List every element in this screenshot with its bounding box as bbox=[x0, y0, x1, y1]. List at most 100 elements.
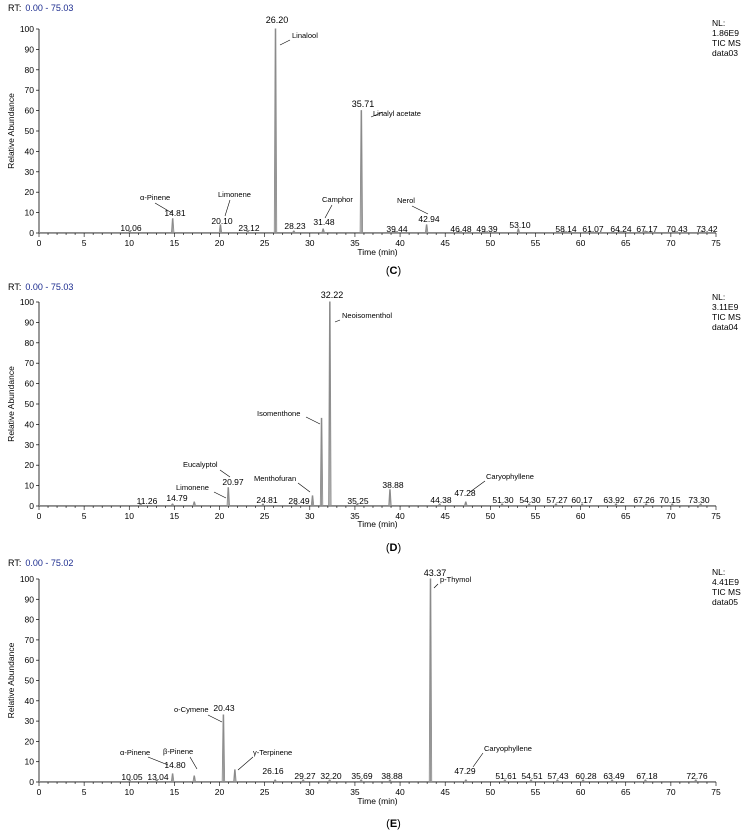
x-tick-label: 65 bbox=[621, 511, 631, 521]
compound-label: Camphor bbox=[322, 195, 353, 204]
compound-leader-line bbox=[411, 205, 429, 215]
compound-leader-line bbox=[305, 416, 321, 425]
peak-rt-label: 58.14 bbox=[555, 224, 577, 234]
y-tick-label: 60 bbox=[25, 655, 35, 665]
compound-label: γ-Terpinene bbox=[253, 748, 292, 757]
peak-rt-label: 38.88 bbox=[382, 480, 404, 490]
peak-rt-label: 51.30 bbox=[492, 495, 514, 505]
panel-label-close: ) bbox=[397, 818, 401, 830]
peak-rt-label: 53.10 bbox=[509, 220, 531, 230]
peak-rt-label: 24.81 bbox=[256, 495, 278, 505]
x-tick-label: 50 bbox=[486, 238, 496, 248]
y-tick-label: 40 bbox=[25, 146, 35, 156]
compound-leader-line bbox=[469, 480, 486, 493]
rt-range-label: RT: 0.00 - 75.02 bbox=[8, 558, 73, 568]
compound-leader-line bbox=[237, 756, 254, 771]
nl-label: NL: bbox=[712, 292, 725, 302]
peak-rt-label: 54.51 bbox=[521, 771, 543, 781]
peak-rt-label: 35.69 bbox=[351, 771, 373, 781]
panel-label-letter: C bbox=[390, 265, 398, 277]
rt-range-value: 0.00 - 75.03 bbox=[25, 3, 73, 13]
x-tick-label: 60 bbox=[576, 787, 586, 797]
nl-value: 4.41E9 bbox=[712, 577, 739, 587]
panel-label-open: ( bbox=[386, 265, 390, 277]
y-tick-label: 20 bbox=[25, 736, 35, 746]
rt-prefix: RT: bbox=[8, 558, 21, 568]
peak-rt-label: 26.16 bbox=[262, 766, 284, 776]
peak-rt-label: 26.20 bbox=[266, 15, 289, 25]
compound-leader-line bbox=[189, 756, 198, 770]
rt-range-value: 0.00 - 75.02 bbox=[25, 558, 73, 568]
peak-rt-label: 10.05 bbox=[121, 772, 143, 782]
peak-rt-label: 35.25 bbox=[347, 496, 369, 506]
y-tick-label: 40 bbox=[25, 419, 35, 429]
peak-rt-label: 23.12 bbox=[238, 223, 260, 233]
x-tick-label: 60 bbox=[576, 238, 586, 248]
compound-leader-line bbox=[147, 756, 169, 766]
x-tick-label: 10 bbox=[125, 238, 135, 248]
x-tick-label: 5 bbox=[82, 787, 87, 797]
x-tick-label: 55 bbox=[531, 238, 541, 248]
peak-rt-label: 46.48 bbox=[450, 224, 472, 234]
x-tick-label: 50 bbox=[486, 787, 496, 797]
nl-value: 1.86E9 bbox=[712, 28, 739, 38]
panel-label: (E) bbox=[386, 818, 401, 830]
x-tick-label: 40 bbox=[395, 238, 405, 248]
y-axis-title: Relative Abundance bbox=[6, 366, 16, 442]
x-tick-label: 45 bbox=[440, 238, 450, 248]
x-tick-label: 45 bbox=[440, 511, 450, 521]
y-tick-label: 30 bbox=[25, 440, 35, 450]
x-tick-label: 30 bbox=[305, 787, 315, 797]
compound-leader-line bbox=[297, 482, 311, 493]
y-tick-label: 30 bbox=[25, 716, 35, 726]
y-tick-label: 60 bbox=[25, 106, 35, 116]
y-tick-label: 50 bbox=[25, 676, 35, 686]
peak-rt-label: 67.18 bbox=[636, 771, 658, 781]
nl-value: 3.11E9 bbox=[712, 302, 739, 312]
x-tick-label: 0 bbox=[37, 787, 42, 797]
peak-rt-label: 32.22 bbox=[321, 290, 344, 300]
y-tick-label: 40 bbox=[25, 696, 35, 706]
y-tick-label: 10 bbox=[25, 757, 35, 767]
compound-leader-line bbox=[472, 752, 484, 768]
compound-label: Limonene bbox=[218, 190, 251, 199]
x-tick-label: 60 bbox=[576, 511, 586, 521]
compound-leader-line bbox=[224, 199, 231, 217]
peak-rt-label: 63.92 bbox=[603, 495, 625, 505]
compound-label: o-Cymene bbox=[174, 705, 209, 714]
panel-label-open: ( bbox=[386, 818, 390, 830]
compound-leader-line bbox=[334, 319, 341, 323]
x-axis-title: Time (min) bbox=[357, 796, 397, 806]
peak-rt-label: 49.39 bbox=[476, 224, 498, 234]
x-tick-label: 5 bbox=[82, 238, 87, 248]
rt-prefix: RT: bbox=[8, 3, 21, 13]
peak-rt-label: 14.81 bbox=[164, 208, 186, 218]
peak-rt-label: 35.71 bbox=[352, 99, 375, 109]
x-tick-label: 40 bbox=[395, 787, 405, 797]
peak-rt-label: 70.15 bbox=[659, 495, 681, 505]
x-tick-label: 70 bbox=[666, 787, 676, 797]
peak-rt-label: 67.26 bbox=[633, 495, 655, 505]
scan-type-label: TIC MS bbox=[712, 587, 741, 597]
compound-label: p-Thymol bbox=[440, 575, 472, 584]
peak-rt-label: 57.27 bbox=[546, 495, 568, 505]
x-axis-title: Time (min) bbox=[357, 519, 397, 529]
peak-rt-label: 73.42 bbox=[696, 224, 718, 234]
peak-rt-label: 20.43 bbox=[213, 703, 235, 713]
peak-rt-label: 51.61 bbox=[495, 771, 517, 781]
compound-label: Limonene bbox=[176, 483, 209, 492]
peak-rt-label: 61.07 bbox=[582, 224, 604, 234]
x-tick-label: 15 bbox=[170, 787, 180, 797]
y-tick-label: 100 bbox=[20, 297, 34, 307]
x-tick-label: 10 bbox=[125, 511, 135, 521]
x-tick-label: 0 bbox=[37, 238, 42, 248]
peak-rt-label: 60.28 bbox=[575, 771, 597, 781]
x-tick-label: 20 bbox=[215, 238, 225, 248]
y-tick-label: 0 bbox=[29, 228, 34, 238]
compound-label: Linalyl acetate bbox=[373, 109, 421, 118]
peak-rt-label: 14.80 bbox=[164, 760, 186, 770]
peak-rt-label: 13.04 bbox=[147, 772, 169, 782]
